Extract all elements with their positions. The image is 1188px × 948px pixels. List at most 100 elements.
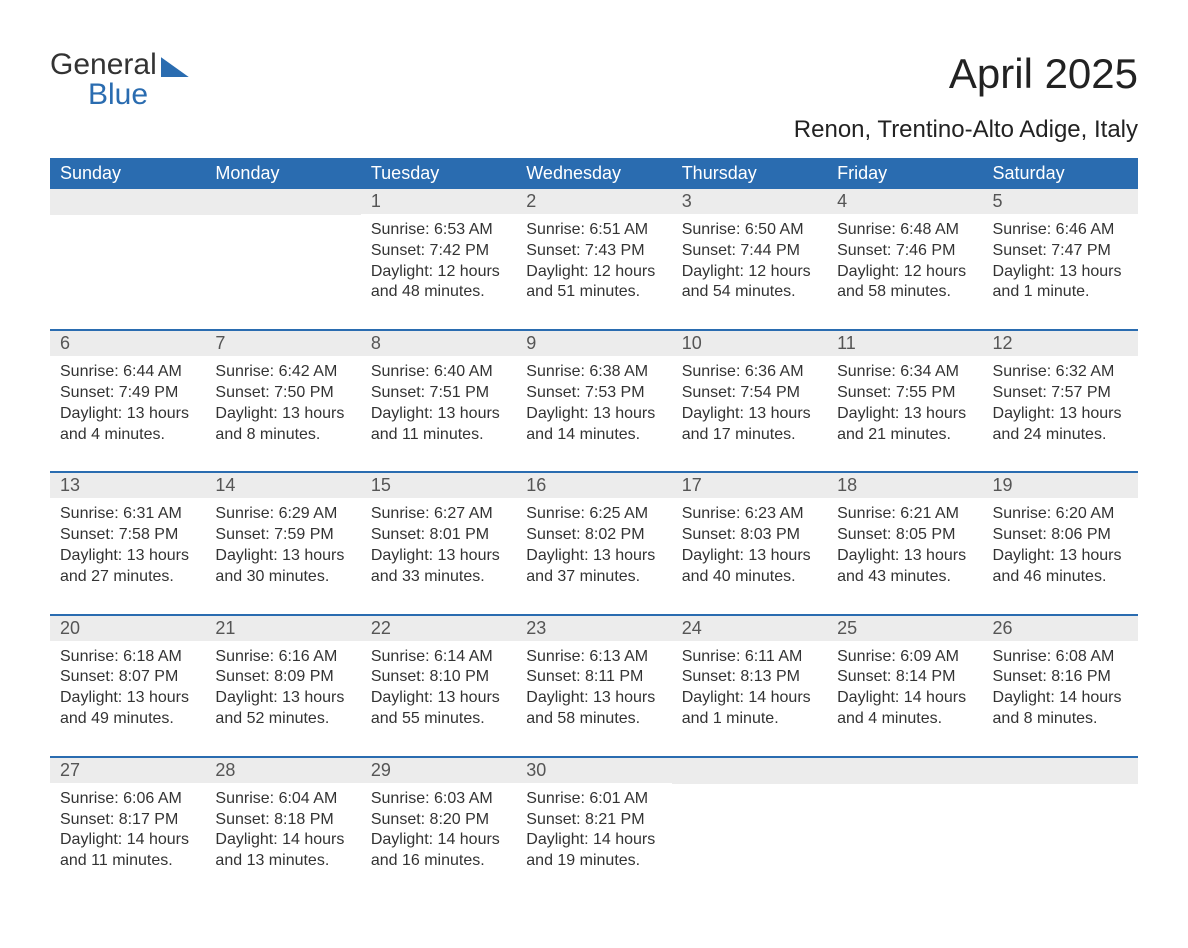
sunrise-text: Sunrise: 6:48 AM [837,220,972,241]
calendar-cell: 2Sunrise: 6:51 AMSunset: 7:43 PMDaylight… [516,189,671,330]
daylight-text: Daylight: 13 hours and 52 minutes. [215,688,350,730]
weekday-header: Sunday [50,158,205,189]
day-content: Sunrise: 6:01 AMSunset: 8:21 PMDaylight:… [516,783,671,872]
calendar-head: SundayMondayTuesdayWednesdayThursdayFrid… [50,158,1138,189]
calendar-cell: 8Sunrise: 6:40 AMSunset: 7:51 PMDaylight… [361,330,516,472]
day-number: 28 [205,758,360,783]
calendar-week: 6Sunrise: 6:44 AMSunset: 7:49 PMDaylight… [50,330,1138,472]
sunrise-text: Sunrise: 6:06 AM [60,789,195,810]
calendar-cell: 28Sunrise: 6:04 AMSunset: 8:18 PMDayligh… [205,757,360,898]
sunset-text: Sunset: 8:07 PM [60,667,195,688]
calendar-cell: 13Sunrise: 6:31 AMSunset: 7:58 PMDayligh… [50,472,205,614]
day-number: 21 [205,616,360,641]
sunrise-text: Sunrise: 6:04 AM [215,789,350,810]
calendar-week: 27Sunrise: 6:06 AMSunset: 8:17 PMDayligh… [50,757,1138,898]
sunrise-text: Sunrise: 6:44 AM [60,362,195,383]
sunrise-text: Sunrise: 6:31 AM [60,504,195,525]
calendar-cell: 4Sunrise: 6:48 AMSunset: 7:46 PMDaylight… [827,189,982,330]
header: General Blue April 2025 [50,50,1138,110]
day-number: 23 [516,616,671,641]
daylight-text: Daylight: 13 hours and 46 minutes. [993,546,1128,588]
day-content: Sunrise: 6:27 AMSunset: 8:01 PMDaylight:… [361,498,516,587]
page-title: April 2025 [949,50,1138,98]
sunrise-text: Sunrise: 6:36 AM [682,362,817,383]
calendar-week: 13Sunrise: 6:31 AMSunset: 7:58 PMDayligh… [50,472,1138,614]
sunset-text: Sunset: 7:54 PM [682,383,817,404]
day-number: 2 [516,189,671,214]
sunset-text: Sunset: 7:46 PM [837,241,972,262]
daylight-text: Daylight: 14 hours and 16 minutes. [371,830,506,872]
sunset-text: Sunset: 8:10 PM [371,667,506,688]
sunrise-text: Sunrise: 6:18 AM [60,647,195,668]
sunset-text: Sunset: 7:59 PM [215,525,350,546]
sunrise-text: Sunrise: 6:53 AM [371,220,506,241]
calendar-cell: 3Sunrise: 6:50 AMSunset: 7:44 PMDaylight… [672,189,827,330]
sunset-text: Sunset: 8:21 PM [526,810,661,831]
calendar-cell: 21Sunrise: 6:16 AMSunset: 8:09 PMDayligh… [205,615,360,757]
sunrise-text: Sunrise: 6:32 AM [993,362,1128,383]
sunrise-text: Sunrise: 6:09 AM [837,647,972,668]
weekday-header: Thursday [672,158,827,189]
day-content: Sunrise: 6:03 AMSunset: 8:20 PMDaylight:… [361,783,516,872]
sunset-text: Sunset: 8:11 PM [526,667,661,688]
day-content: Sunrise: 6:46 AMSunset: 7:47 PMDaylight:… [983,214,1138,303]
sunset-text: Sunset: 8:05 PM [837,525,972,546]
calendar-cell: 29Sunrise: 6:03 AMSunset: 8:20 PMDayligh… [361,757,516,898]
calendar-cell: 11Sunrise: 6:34 AMSunset: 7:55 PMDayligh… [827,330,982,472]
calendar-cell: 14Sunrise: 6:29 AMSunset: 7:59 PMDayligh… [205,472,360,614]
day-number: 6 [50,331,205,356]
sunset-text: Sunset: 8:18 PM [215,810,350,831]
weekday-header: Tuesday [361,158,516,189]
day-number: 22 [361,616,516,641]
day-content: Sunrise: 6:11 AMSunset: 8:13 PMDaylight:… [672,641,827,730]
calendar-body: 1Sunrise: 6:53 AMSunset: 7:42 PMDaylight… [50,189,1138,898]
day-number: 30 [516,758,671,783]
day-content: Sunrise: 6:40 AMSunset: 7:51 PMDaylight:… [361,356,516,445]
daylight-text: Daylight: 13 hours and 24 minutes. [993,404,1128,446]
sunset-text: Sunset: 8:02 PM [526,525,661,546]
day-content: Sunrise: 6:50 AMSunset: 7:44 PMDaylight:… [672,214,827,303]
sunrise-text: Sunrise: 6:34 AM [837,362,972,383]
calendar-cell: 17Sunrise: 6:23 AMSunset: 8:03 PMDayligh… [672,472,827,614]
day-number: 15 [361,473,516,498]
day-number: 19 [983,473,1138,498]
day-content: Sunrise: 6:18 AMSunset: 8:07 PMDaylight:… [50,641,205,730]
sunrise-text: Sunrise: 6:21 AM [837,504,972,525]
logo: General Blue [50,50,189,110]
day-content: Sunrise: 6:31 AMSunset: 7:58 PMDaylight:… [50,498,205,587]
sunset-text: Sunset: 7:44 PM [682,241,817,262]
sunrise-text: Sunrise: 6:20 AM [993,504,1128,525]
sunrise-text: Sunrise: 6:11 AM [682,647,817,668]
day-number: 24 [672,616,827,641]
sunrise-text: Sunrise: 6:03 AM [371,789,506,810]
day-number [205,189,360,215]
sunrise-text: Sunrise: 6:42 AM [215,362,350,383]
day-number: 20 [50,616,205,641]
calendar-cell: 16Sunrise: 6:25 AMSunset: 8:02 PMDayligh… [516,472,671,614]
calendar-cell: 30Sunrise: 6:01 AMSunset: 8:21 PMDayligh… [516,757,671,898]
sunrise-text: Sunrise: 6:13 AM [526,647,661,668]
calendar-cell: 7Sunrise: 6:42 AMSunset: 7:50 PMDaylight… [205,330,360,472]
sunset-text: Sunset: 8:20 PM [371,810,506,831]
day-content: Sunrise: 6:38 AMSunset: 7:53 PMDaylight:… [516,356,671,445]
sunrise-text: Sunrise: 6:23 AM [682,504,817,525]
sunrise-text: Sunrise: 6:46 AM [993,220,1128,241]
day-content: Sunrise: 6:34 AMSunset: 7:55 PMDaylight:… [827,356,982,445]
calendar-cell: 6Sunrise: 6:44 AMSunset: 7:49 PMDaylight… [50,330,205,472]
day-number: 12 [983,331,1138,356]
sunset-text: Sunset: 7:55 PM [837,383,972,404]
day-number: 16 [516,473,671,498]
daylight-text: Daylight: 14 hours and 8 minutes. [993,688,1128,730]
location-subtitle: Renon, Trentino-Alto Adige, Italy [50,116,1138,144]
sunrise-text: Sunrise: 6:38 AM [526,362,661,383]
day-number [672,758,827,784]
calendar-cell [50,189,205,330]
sunrise-text: Sunrise: 6:27 AM [371,504,506,525]
day-number: 29 [361,758,516,783]
daylight-text: Daylight: 13 hours and 49 minutes. [60,688,195,730]
weekday-header: Monday [205,158,360,189]
calendar-week: 1Sunrise: 6:53 AMSunset: 7:42 PMDaylight… [50,189,1138,330]
daylight-text: Daylight: 13 hours and 58 minutes. [526,688,661,730]
sunrise-text: Sunrise: 6:50 AM [682,220,817,241]
day-number: 9 [516,331,671,356]
